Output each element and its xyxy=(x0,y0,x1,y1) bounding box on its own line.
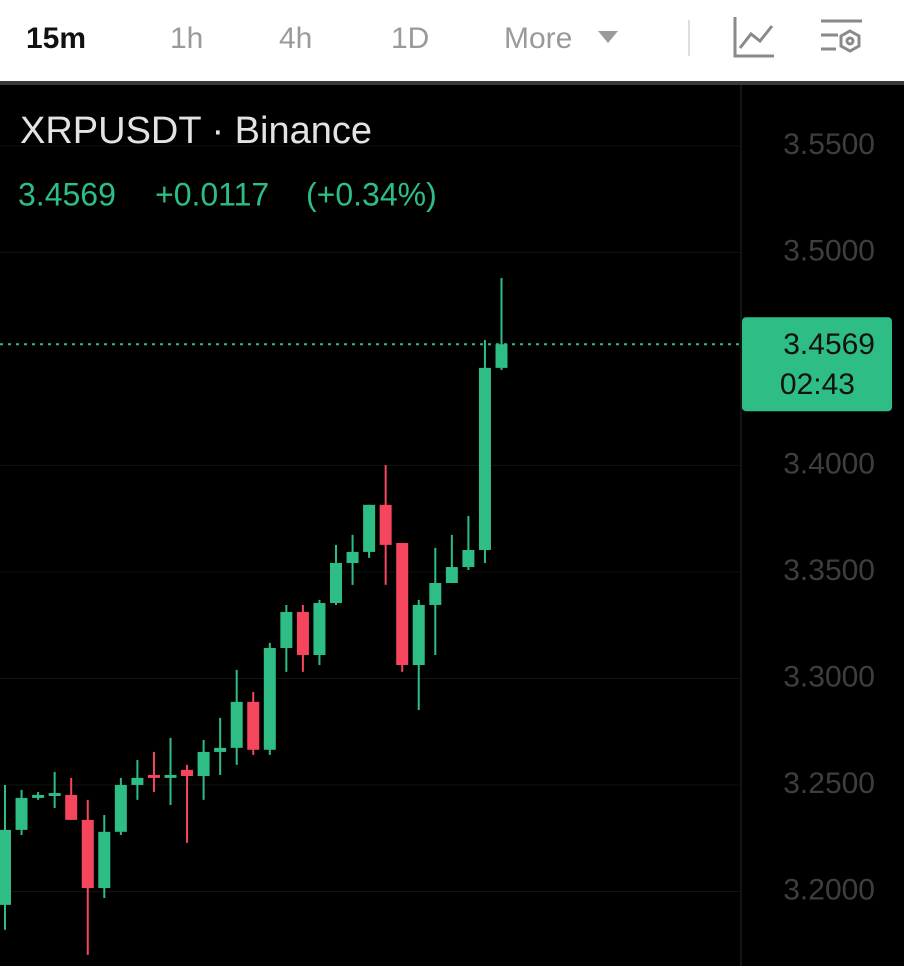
chart-background xyxy=(0,85,904,966)
candle-body xyxy=(0,829,11,905)
candle-body xyxy=(412,604,425,666)
candle-body xyxy=(164,774,177,778)
candle-body xyxy=(429,583,442,605)
candle-body xyxy=(396,542,409,666)
candle-body xyxy=(296,611,309,656)
price-change: +0.0117 xyxy=(155,176,269,212)
chart-type-icon[interactable] xyxy=(733,17,774,58)
candle-body xyxy=(48,793,61,797)
candle-body xyxy=(280,611,293,648)
candle-body xyxy=(114,784,127,832)
price-label: 3.4569 xyxy=(783,328,875,361)
candle-body xyxy=(147,774,160,778)
candle-body xyxy=(65,794,78,820)
candle-body xyxy=(131,777,144,785)
candle-body xyxy=(462,549,475,568)
last-price: 3.4569 xyxy=(18,176,116,212)
toolbar-border xyxy=(0,81,904,85)
candle-body xyxy=(363,504,376,552)
candle-body xyxy=(230,701,243,748)
y-tick-label: 3.5000 xyxy=(783,234,875,267)
candle-body xyxy=(32,794,45,798)
interval-tab[interactable]: 1D xyxy=(391,22,429,55)
y-tick-label: 3.5500 xyxy=(783,128,875,161)
candle-body xyxy=(330,562,342,604)
candle-body xyxy=(313,603,326,656)
candle-body xyxy=(379,504,392,545)
dropdown-arrow xyxy=(598,31,618,43)
candle-body xyxy=(263,647,276,750)
y-tick-label: 3.2000 xyxy=(783,873,875,906)
candle-body xyxy=(478,367,491,550)
candle-body xyxy=(15,797,28,830)
y-tick-label: 3.3000 xyxy=(783,660,875,693)
chart-title: XRPUSDT · Binance xyxy=(20,110,372,152)
y-tick-label: 3.3500 xyxy=(783,554,875,587)
y-tick-label: 3.2500 xyxy=(783,767,875,800)
interval-tab[interactable]: 4h xyxy=(279,22,312,55)
more-menu[interactable]: More xyxy=(504,22,572,55)
candle-body xyxy=(81,819,94,889)
candle-body xyxy=(247,701,260,750)
y-tick-label: 3.4000 xyxy=(783,447,875,480)
candle-body xyxy=(214,747,227,752)
price-label-box xyxy=(742,317,892,412)
interval-tab[interactable]: 15m xyxy=(26,22,86,55)
candle-body xyxy=(445,567,458,584)
candle-body xyxy=(495,344,508,368)
candle-body xyxy=(346,551,359,563)
interval-tab[interactable]: 1h xyxy=(170,22,203,55)
candle-body xyxy=(181,769,194,776)
toolbar xyxy=(0,0,904,81)
settings-icon[interactable] xyxy=(821,19,862,53)
countdown: 02:43 xyxy=(780,368,855,401)
candle-body xyxy=(197,751,210,776)
price-change-percent: (+0.34%) xyxy=(306,176,437,212)
candle-body xyxy=(98,831,111,889)
chart: XRPUSDT · Binance 3.4569 +0.0117 (+0.34%… xyxy=(0,85,892,966)
